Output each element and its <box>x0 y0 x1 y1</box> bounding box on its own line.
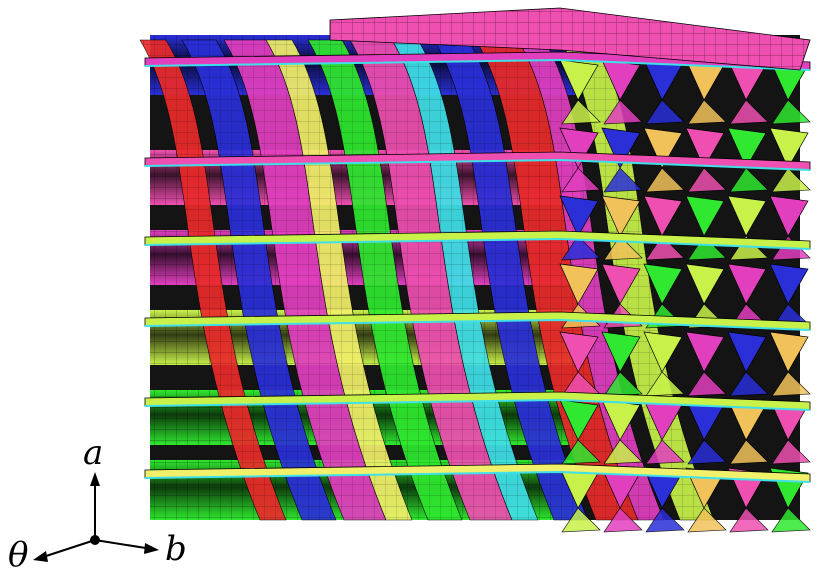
facet-40 <box>643 263 683 305</box>
facet-13 <box>561 167 601 193</box>
facet-79 <box>687 507 727 533</box>
triangular-facets <box>559 59 811 533</box>
facet-75 <box>603 507 643 533</box>
facet-50 <box>601 331 641 373</box>
facet-57 <box>729 371 769 397</box>
facet-63 <box>603 439 643 465</box>
facet-53 <box>645 371 685 397</box>
ribbon-grid-6 <box>392 40 538 520</box>
facet-16 <box>643 127 683 169</box>
horizontal-plates <box>144 7 811 483</box>
facet-17 <box>645 167 685 193</box>
axis-label-theta: θ <box>8 535 29 575</box>
facet-73 <box>561 507 601 533</box>
plate-edge-5 <box>144 470 811 483</box>
facet-38 <box>601 263 641 305</box>
facet-15 <box>603 167 643 193</box>
facet-0 <box>559 59 599 101</box>
facet-48 <box>559 331 599 373</box>
facet-67 <box>687 439 727 465</box>
plate-edge-4 <box>144 398 811 411</box>
facet-81 <box>729 507 769 533</box>
facet-1 <box>561 99 601 125</box>
facet-58 <box>769 331 809 373</box>
facet-60 <box>559 399 599 441</box>
facet-26 <box>601 195 641 237</box>
facet-71 <box>771 439 811 465</box>
facet-23 <box>771 167 811 193</box>
facet-21 <box>729 167 769 193</box>
facet-31 <box>687 235 727 261</box>
facet-36 <box>559 263 599 305</box>
facet-42 <box>685 263 725 305</box>
facet-54 <box>685 331 725 373</box>
plate-edge-3 <box>144 318 811 331</box>
facet-20 <box>727 127 767 169</box>
facet-29 <box>645 235 685 261</box>
facet-18 <box>685 127 725 169</box>
facet-14 <box>601 127 641 169</box>
facet-32 <box>727 195 767 237</box>
axis-label-a: a <box>83 433 104 473</box>
plate-edge-0 <box>144 58 811 71</box>
axis-triad-icon <box>33 472 159 562</box>
facet-46 <box>769 263 809 305</box>
facet-55 <box>687 371 727 397</box>
facet-19 <box>687 167 727 193</box>
facet-61 <box>561 439 601 465</box>
facet-65 <box>645 439 685 465</box>
facet-11 <box>771 99 811 125</box>
facet-59 <box>771 371 811 397</box>
facet-9 <box>729 99 769 125</box>
facet-77 <box>645 507 685 533</box>
facet-7 <box>687 99 727 125</box>
facet-27 <box>603 235 643 261</box>
facet-5 <box>645 99 685 125</box>
facet-44 <box>727 263 767 305</box>
facet-24 <box>559 195 599 237</box>
facet-34 <box>769 195 809 237</box>
ribbon-grid-0 <box>140 40 286 520</box>
facet-3 <box>603 99 643 125</box>
facet-30 <box>685 195 725 237</box>
top-cap-grid <box>330 8 810 70</box>
facet-28 <box>643 195 683 237</box>
ribbon-grid-3 <box>266 40 412 520</box>
facet-25 <box>561 235 601 261</box>
axis-label-b: b <box>165 529 187 569</box>
facet-56 <box>727 331 767 373</box>
facet-83 <box>771 507 811 533</box>
facet-22 <box>769 127 809 169</box>
facet-12 <box>559 127 599 169</box>
facet-52 <box>643 331 683 373</box>
helical-ribbons <box>139 39 715 521</box>
facet-69 <box>729 439 769 465</box>
plate-edge-2 <box>144 237 811 250</box>
plate-edge-1 <box>144 158 811 171</box>
